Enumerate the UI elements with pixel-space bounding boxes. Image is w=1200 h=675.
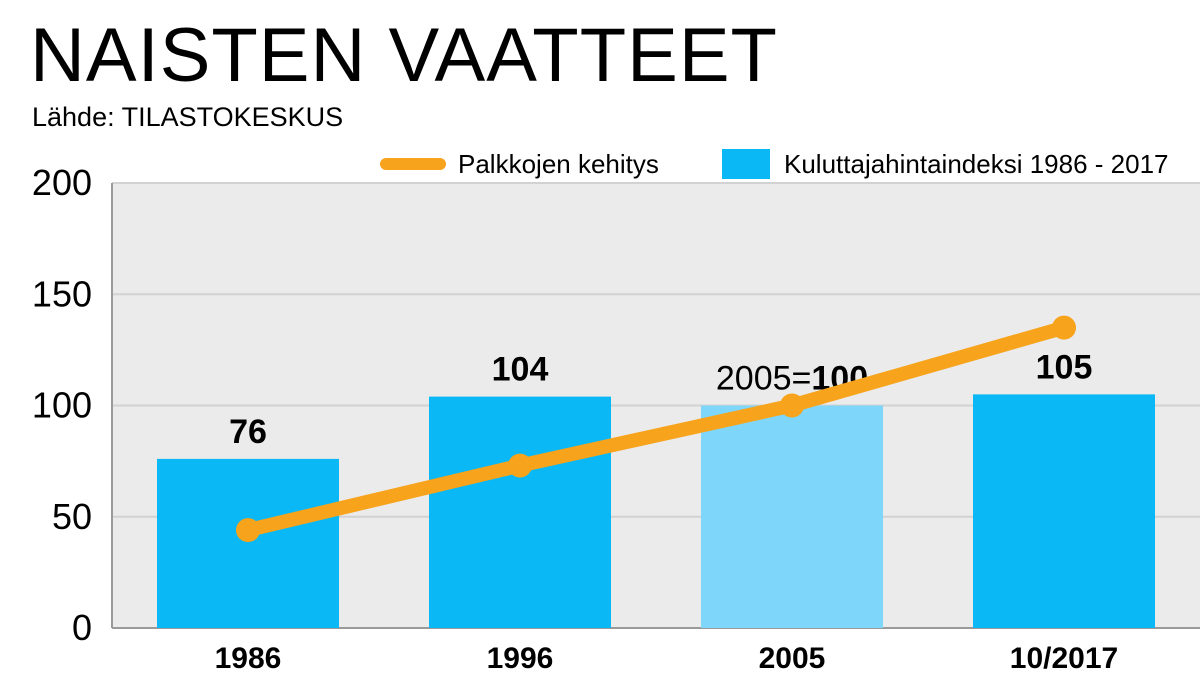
wage-point bbox=[508, 453, 532, 478]
bar-1996 bbox=[429, 396, 611, 628]
y-tick-label: 150 bbox=[32, 273, 92, 314]
bar-value-label: 105 bbox=[1036, 348, 1093, 386]
wage-point bbox=[1052, 315, 1076, 340]
legend-bar-label: Kuluttajahintaindeksi 1986 - 2017 bbox=[784, 148, 1169, 179]
x-tick-label: 1986 bbox=[215, 642, 282, 675]
bar-1986 bbox=[157, 458, 339, 628]
y-tick-label: 200 bbox=[32, 162, 92, 203]
bar-2005 bbox=[701, 405, 883, 628]
y-tick-label: 0 bbox=[72, 607, 92, 648]
bar-10-2017 bbox=[973, 394, 1155, 628]
x-tick-label: 1996 bbox=[487, 642, 554, 675]
legend-bar-swatch bbox=[722, 149, 770, 179]
chart-title: NAISTEN VAATTEET bbox=[30, 13, 778, 98]
y-tick-label: 50 bbox=[52, 496, 92, 537]
x-tick-label: 2005 bbox=[759, 642, 826, 675]
x-tick-label: 10/2017 bbox=[1010, 642, 1118, 675]
legend-item-bar: Kuluttajahintaindeksi 1986 - 2017 bbox=[722, 146, 1169, 182]
y-tick-label: 100 bbox=[32, 385, 92, 426]
legend-item-line: Palkkojen kehitys bbox=[380, 146, 659, 182]
chart-source: Lähde: TILASTOKESKUS bbox=[32, 102, 344, 132]
legend-line-swatch bbox=[380, 158, 446, 170]
legend-line-label: Palkkojen kehitys bbox=[458, 148, 659, 179]
bar-value-label: 104 bbox=[492, 351, 549, 389]
wage-point bbox=[780, 393, 804, 418]
bar-value-label: 76 bbox=[229, 413, 267, 451]
wage-point bbox=[236, 518, 260, 543]
wage-line bbox=[241, 320, 1071, 538]
